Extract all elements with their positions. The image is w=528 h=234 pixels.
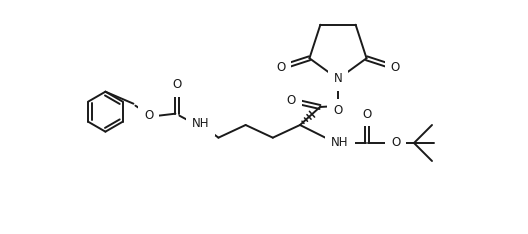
Text: O: O: [144, 109, 154, 122]
Text: NH: NH: [331, 136, 349, 150]
Text: O: O: [333, 105, 343, 117]
Text: O: O: [390, 61, 400, 74]
Text: O: O: [391, 136, 400, 150]
Text: N: N: [334, 73, 342, 85]
Text: NH: NH: [192, 117, 209, 130]
Text: O: O: [173, 78, 182, 91]
Text: O: O: [276, 61, 286, 74]
Text: O: O: [362, 107, 372, 121]
Text: O: O: [286, 94, 296, 106]
